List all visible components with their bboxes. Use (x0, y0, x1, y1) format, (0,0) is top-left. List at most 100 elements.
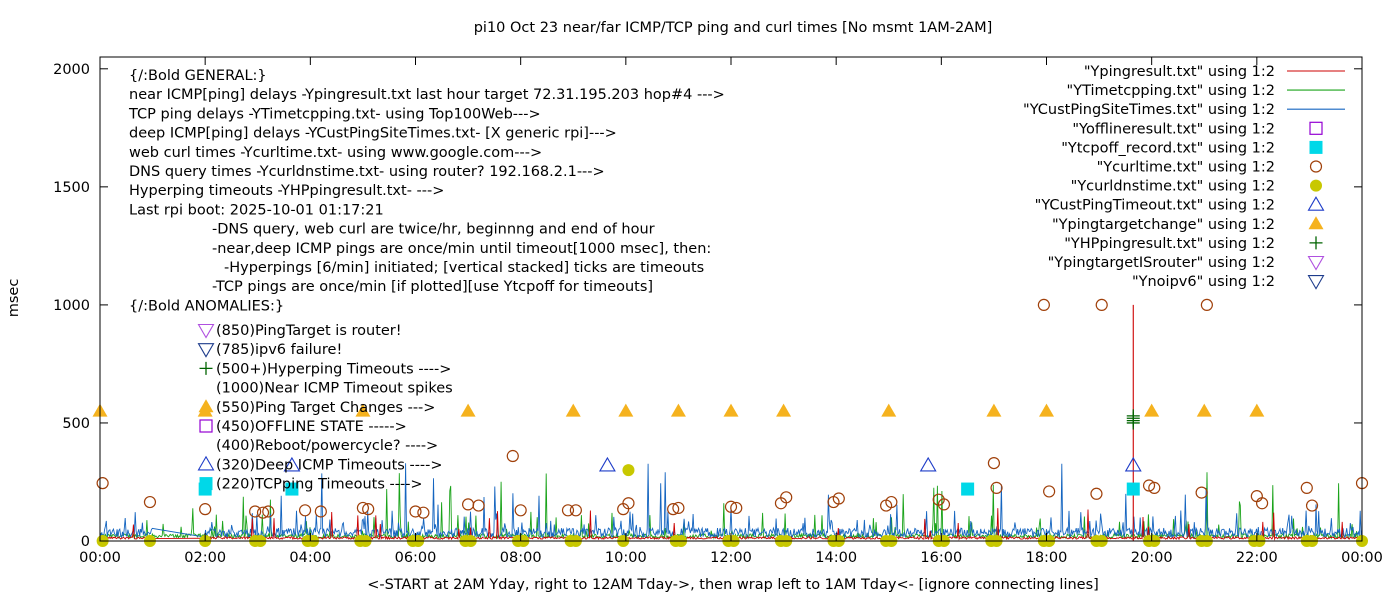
x-tick-label: 14:00 (815, 550, 857, 566)
data-point (514, 504, 527, 517)
anomaly-line: (850)PingTarget is router! (216, 323, 402, 339)
data-point (1195, 486, 1208, 499)
anomaly-line: (500+)Hyperping Timeouts ----> (216, 361, 451, 377)
data-point (1039, 403, 1054, 417)
legend-swatch (1307, 196, 1325, 211)
anomaly-key: (850)PingTarget is router! (785)ipv6 fail… (197, 323, 453, 493)
data-point (1095, 298, 1108, 312)
data-point (417, 506, 430, 519)
note-line: near ICMP[ping] delays -Ypingresult.txt … (129, 87, 725, 103)
y-tick-label: 1000 (53, 298, 90, 314)
x-tick-label: 10:00 (605, 550, 647, 566)
data-point (561, 504, 575, 517)
note-line: DNS query times -Ycurldnstime.txt- using… (129, 164, 605, 180)
legend-swatch (1307, 275, 1325, 290)
y-tick-label: 0 (81, 534, 90, 550)
x-tick-label: 20:00 (1131, 550, 1173, 566)
note-line: -near,deep ICMP pings are once/min until… (212, 241, 711, 257)
data-point (314, 505, 327, 518)
data-point (1196, 403, 1212, 417)
anomaly-marker (197, 343, 215, 358)
y-tick-label: 2000 (53, 62, 90, 78)
y-axis-label: msec (6, 279, 22, 318)
anomaly-marker (197, 455, 215, 471)
data-point (885, 495, 898, 509)
anomaly-line: (320)Deep ICMP Timeouts ----> (216, 457, 443, 473)
series-line (100, 508, 1363, 541)
x-tick-label: 12:00 (710, 550, 752, 566)
legend-entry: "YCustPingSiteTimes.txt" using 1:2 (1023, 102, 1275, 118)
data-point (262, 505, 275, 518)
data-point (1250, 490, 1263, 503)
data-point (1148, 481, 1161, 494)
anomaly-marker (199, 419, 213, 433)
data-point (618, 403, 634, 417)
legend-entry: "Ynoipv6" using 1:2 (1132, 274, 1275, 290)
x-tick-label: 04:00 (289, 550, 331, 566)
x-tick-label: 00:00 (79, 550, 121, 566)
legend-entry: "YTimetcpping.txt" using 1:2 (1067, 83, 1275, 99)
data-point-plus (1126, 409, 1140, 423)
data-point (986, 403, 1002, 417)
data-point (256, 506, 270, 519)
x-tick-label: 06:00 (395, 550, 437, 566)
data-point (987, 456, 1001, 470)
data-point (723, 403, 739, 417)
note-line: {/:Bold GENERAL:} (129, 68, 267, 84)
data-point (1249, 403, 1265, 417)
data-point (780, 491, 793, 504)
data-point (1090, 487, 1103, 500)
legend-entry: "YpingtargetISrouter" using 1:2 (1048, 255, 1275, 271)
data-point (730, 501, 743, 515)
data-point (355, 403, 371, 417)
note-line: TCP ping delays -YTimetcpping.txt- using… (128, 106, 541, 122)
notes-block: {/:Bold GENERAL:} near ICMP[ping] delays … (128, 68, 725, 314)
legend-entry: "Ypingtargetchange" using 1:2 (1052, 217, 1275, 233)
note-line: {/:Bold ANOMALIES:} (129, 298, 284, 314)
note-line: deep ICMP[ping] delays -YCustPingSiteTim… (129, 126, 617, 142)
chart-title: pi10 Oct 23 near/far ICMP/TCP ping and c… (474, 20, 993, 36)
data-point (1305, 499, 1319, 512)
legend-swatch (1308, 216, 1324, 230)
data-point (832, 492, 845, 505)
legend-entry: "YHPpingresult.txt" using 1:2 (1064, 236, 1275, 252)
legend-swatch (1310, 179, 1322, 192)
anomaly-marker (199, 361, 213, 375)
data-point (1300, 481, 1313, 494)
anomaly-line: (1000)Near ICMP Timeout spikes (216, 381, 453, 397)
data-point (919, 456, 937, 472)
data-point (776, 403, 792, 417)
data-point (1124, 456, 1142, 472)
x-tick-label: 18:00 (1026, 550, 1068, 566)
anomaly-line: (785)ipv6 failure! (216, 342, 342, 358)
data-point (283, 456, 301, 472)
data-point (672, 501, 685, 515)
data-point (460, 403, 476, 417)
anomaly-line: (550)Ping Target Changes ---> (216, 400, 435, 416)
data-point (937, 498, 951, 511)
data-point (409, 505, 422, 518)
legend-swatch (1309, 160, 1323, 173)
y-tick-label: 1500 (53, 180, 90, 196)
y-tick-label: 500 (62, 416, 90, 432)
data-point (285, 482, 299, 496)
data-point (199, 503, 212, 516)
data-point (298, 504, 312, 517)
legend-entry: "Ycurltime.txt" using 1:2 (1097, 160, 1275, 176)
legend-swatch (1309, 121, 1323, 135)
data-point (362, 503, 375, 516)
legend-entry: "Yofflineresult.txt" using 1:2 (1072, 121, 1275, 137)
data-point (881, 403, 897, 417)
legend-swatch (1309, 140, 1323, 154)
anomaly-line: (450)OFFLINE STATE -----> (216, 419, 407, 435)
note-line: -Hyperpings [6/min] initiated; [vertical… (224, 260, 704, 276)
legend-entry: "Ycurldnstime.txt" using 1:2 (1071, 179, 1275, 195)
data-point (472, 499, 485, 512)
axes: 0 500 1000 1500 2000 00:00 02:00 04:00 06:00 08:0… (53, 57, 1383, 566)
data-point (96, 477, 109, 490)
data-point (667, 503, 680, 516)
anomaly-marker (199, 477, 213, 491)
x-tick-label: 08:00 (500, 550, 542, 566)
data-point (461, 498, 475, 511)
note-line: Last rpi boot: 2025-10-01 01:17:21 (129, 202, 384, 218)
